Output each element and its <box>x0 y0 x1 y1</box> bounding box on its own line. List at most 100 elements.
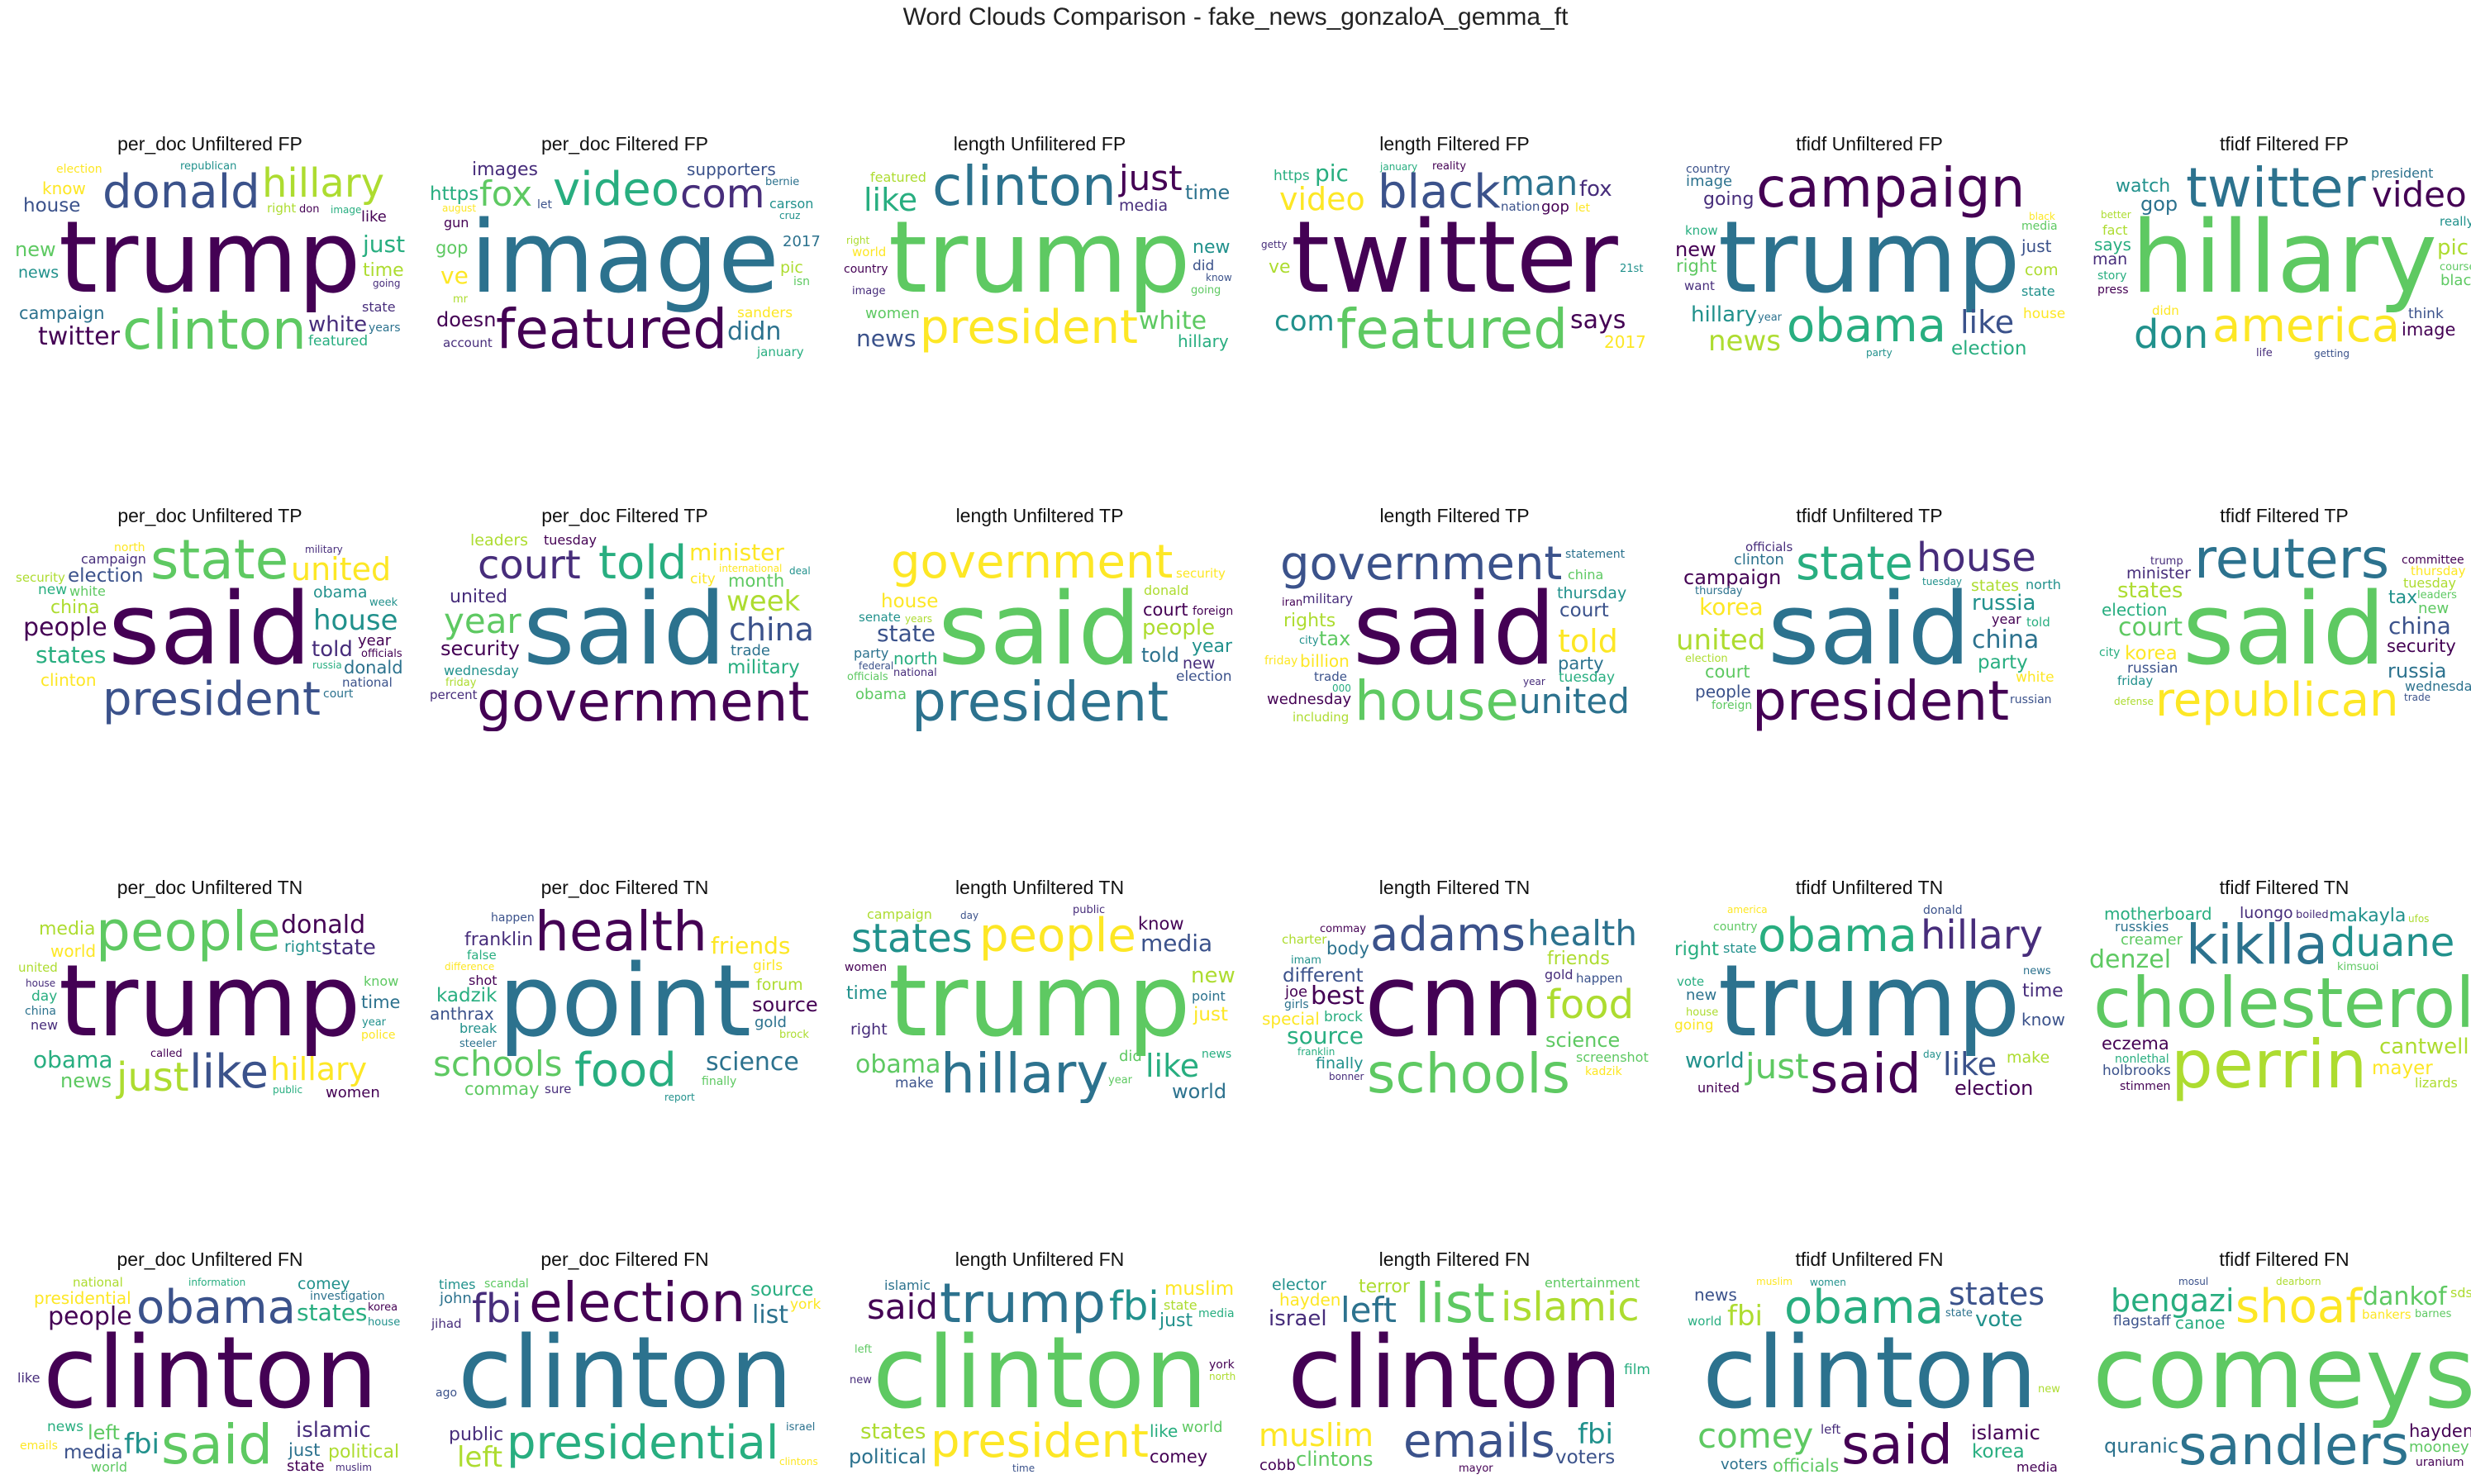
word-cloud: said house government united told tax court rig… <box>1257 533 1652 731</box>
word-cloud-word: russia <box>312 659 342 671</box>
word-cloud-word: house <box>313 604 398 637</box>
word-cloud-word: shoaf <box>2235 1280 2362 1334</box>
word-cloud-word: ve <box>440 262 469 289</box>
word-cloud-word: film <box>1624 1362 1650 1378</box>
word-cloud-word: health <box>1527 913 1637 954</box>
word-cloud-word: world <box>852 245 887 259</box>
word-cloud-word: duane <box>2331 920 2455 966</box>
word-cloud-word: fbi <box>1109 1283 1159 1329</box>
word-cloud: comeys sandlers shoaf bengazi dankof quranic h… <box>2087 1277 2471 1475</box>
word-cloud-panel: per_doc Filtered TN point health food school… <box>427 877 822 1103</box>
word-cloud-word: military <box>727 657 800 678</box>
word-cloud-word: media <box>1119 197 1169 215</box>
word-cloud-word: getty <box>1261 239 1288 250</box>
word-cloud-word: state <box>1723 940 1757 956</box>
word-cloud-word: party <box>1978 652 2028 673</box>
word-cloud-word: told <box>1558 623 1618 659</box>
word-cloud-word: says <box>2094 235 2131 254</box>
word-cloud-word: clinton <box>458 1316 793 1431</box>
word-cloud-word: time <box>2022 981 2064 1001</box>
word-cloud-word: hillary <box>940 1042 1109 1103</box>
word-cloud-word: friends <box>1547 949 1610 969</box>
word-cloud-word: finally <box>702 1075 737 1088</box>
word-cloud-word: states <box>2117 578 2183 603</box>
word-cloud-word: supporters <box>687 161 776 179</box>
word-cloud-word: presidential <box>34 1288 131 1308</box>
word-cloud-word: image <box>470 201 779 316</box>
word-cloud-word: kadzik <box>1585 1065 1622 1078</box>
word-cloud-word: told <box>1141 644 1179 667</box>
word-cloud-word: comey <box>1150 1447 1208 1467</box>
word-cloud-word: hillary <box>2131 201 2437 316</box>
word-cloud-word: statement <box>1565 548 1626 561</box>
word-cloud-word: york <box>1209 1358 1235 1372</box>
word-cloud-word: foreign <box>1712 699 1753 712</box>
word-cloud-word: 2017 <box>1604 332 1646 352</box>
word-cloud-word: senate <box>859 610 901 625</box>
word-cloud-word: didn <box>727 317 782 346</box>
word-cloud-word: eczema <box>2102 1034 2169 1054</box>
word-cloud-word: north <box>1209 1371 1236 1382</box>
word-cloud-word: campaign <box>81 551 146 567</box>
word-cloud-word: mayer <box>2372 1058 2433 1079</box>
word-cloud-word: women <box>1810 1277 1846 1288</box>
word-cloud-word: house <box>1916 535 2036 581</box>
word-cloud-word: white <box>2016 669 2054 686</box>
word-cloud-word: adams <box>1370 908 1526 962</box>
word-cloud-word: election <box>1951 338 2027 359</box>
word-cloud-word: new <box>1675 238 1716 261</box>
word-cloud: clinton list emails islamic left muslim fbi isr… <box>1257 1277 1652 1475</box>
word-cloud-word: luongo <box>2240 905 2293 922</box>
word-cloud-word: brock <box>1324 1009 1363 1025</box>
word-cloud-word: percent <box>430 687 478 702</box>
word-cloud-word: president <box>1752 669 2010 731</box>
word-cloud-word: obama <box>1787 299 1946 353</box>
word-cloud-word: com <box>680 171 765 217</box>
word-cloud: said state president united house people state… <box>12 533 407 731</box>
word-cloud-word: com <box>2025 261 2059 279</box>
word-cloud-panel: tfidf Filtered FP hillary twitter america do… <box>2087 133 2471 359</box>
word-cloud-word: gun <box>444 215 469 231</box>
word-cloud-word: year <box>1758 312 1783 324</box>
word-cloud-word: campaign <box>1683 566 1782 589</box>
word-cloud-word: world <box>1685 1049 1745 1073</box>
word-cloud-word: trade <box>1314 669 1347 684</box>
word-cloud-word: scandal <box>484 1277 529 1291</box>
word-cloud-word: party <box>854 645 889 661</box>
word-cloud-word: friday <box>1264 654 1298 668</box>
word-cloud-word: reuters <box>2194 533 2390 591</box>
word-cloud: point health food schools science friends sour… <box>427 905 822 1103</box>
word-cloud-word: sanders <box>737 305 793 321</box>
word-cloud-word: health <box>535 905 707 963</box>
word-cloud-word: clinton <box>1702 1316 2038 1431</box>
word-cloud-panel: per_doc Unfiltered FP trump clinton donald h… <box>12 133 407 359</box>
word-cloud-word: people <box>1695 682 1751 702</box>
word-cloud-word: nonlethal <box>2115 1053 2169 1066</box>
word-cloud-word: tuesday <box>544 533 598 548</box>
word-cloud-word: motherboard <box>2104 905 2212 924</box>
word-cloud-word: year <box>1108 1074 1133 1087</box>
word-cloud-word: food <box>574 1044 677 1097</box>
word-cloud-word: let <box>1575 202 1590 215</box>
panel-title: per_doc Filtered TN <box>540 877 709 898</box>
word-cloud-word: government <box>1280 537 1563 591</box>
word-cloud-word: korea <box>1699 593 1764 621</box>
word-cloud-word: difference <box>445 961 495 973</box>
word-cloud-word: muslim <box>1164 1278 1235 1300</box>
word-cloud-word: election <box>1685 653 1728 665</box>
word-cloud-word: left <box>457 1441 503 1474</box>
word-cloud-word: world <box>1688 1314 1722 1329</box>
word-cloud-word: years <box>905 613 933 625</box>
panel-title: length Unfiltered FN <box>955 1249 1125 1270</box>
word-cloud: clinton said obama fbi people states islamic le… <box>12 1277 407 1475</box>
word-cloud-word: new <box>38 582 68 598</box>
word-cloud-word: bankers <box>2362 1307 2411 1322</box>
word-cloud-word: court <box>1559 600 1609 621</box>
word-cloud-word: know <box>1206 272 1232 283</box>
word-cloud-word: time <box>1185 181 1231 204</box>
word-cloud-word: tax <box>2388 587 2418 608</box>
word-cloud-word: called <box>150 1048 183 1060</box>
panel-title: length Filtered FN <box>1378 1249 1531 1270</box>
word-cloud-word: officials <box>361 648 402 660</box>
word-cloud-word: clinton <box>873 1316 1208 1431</box>
